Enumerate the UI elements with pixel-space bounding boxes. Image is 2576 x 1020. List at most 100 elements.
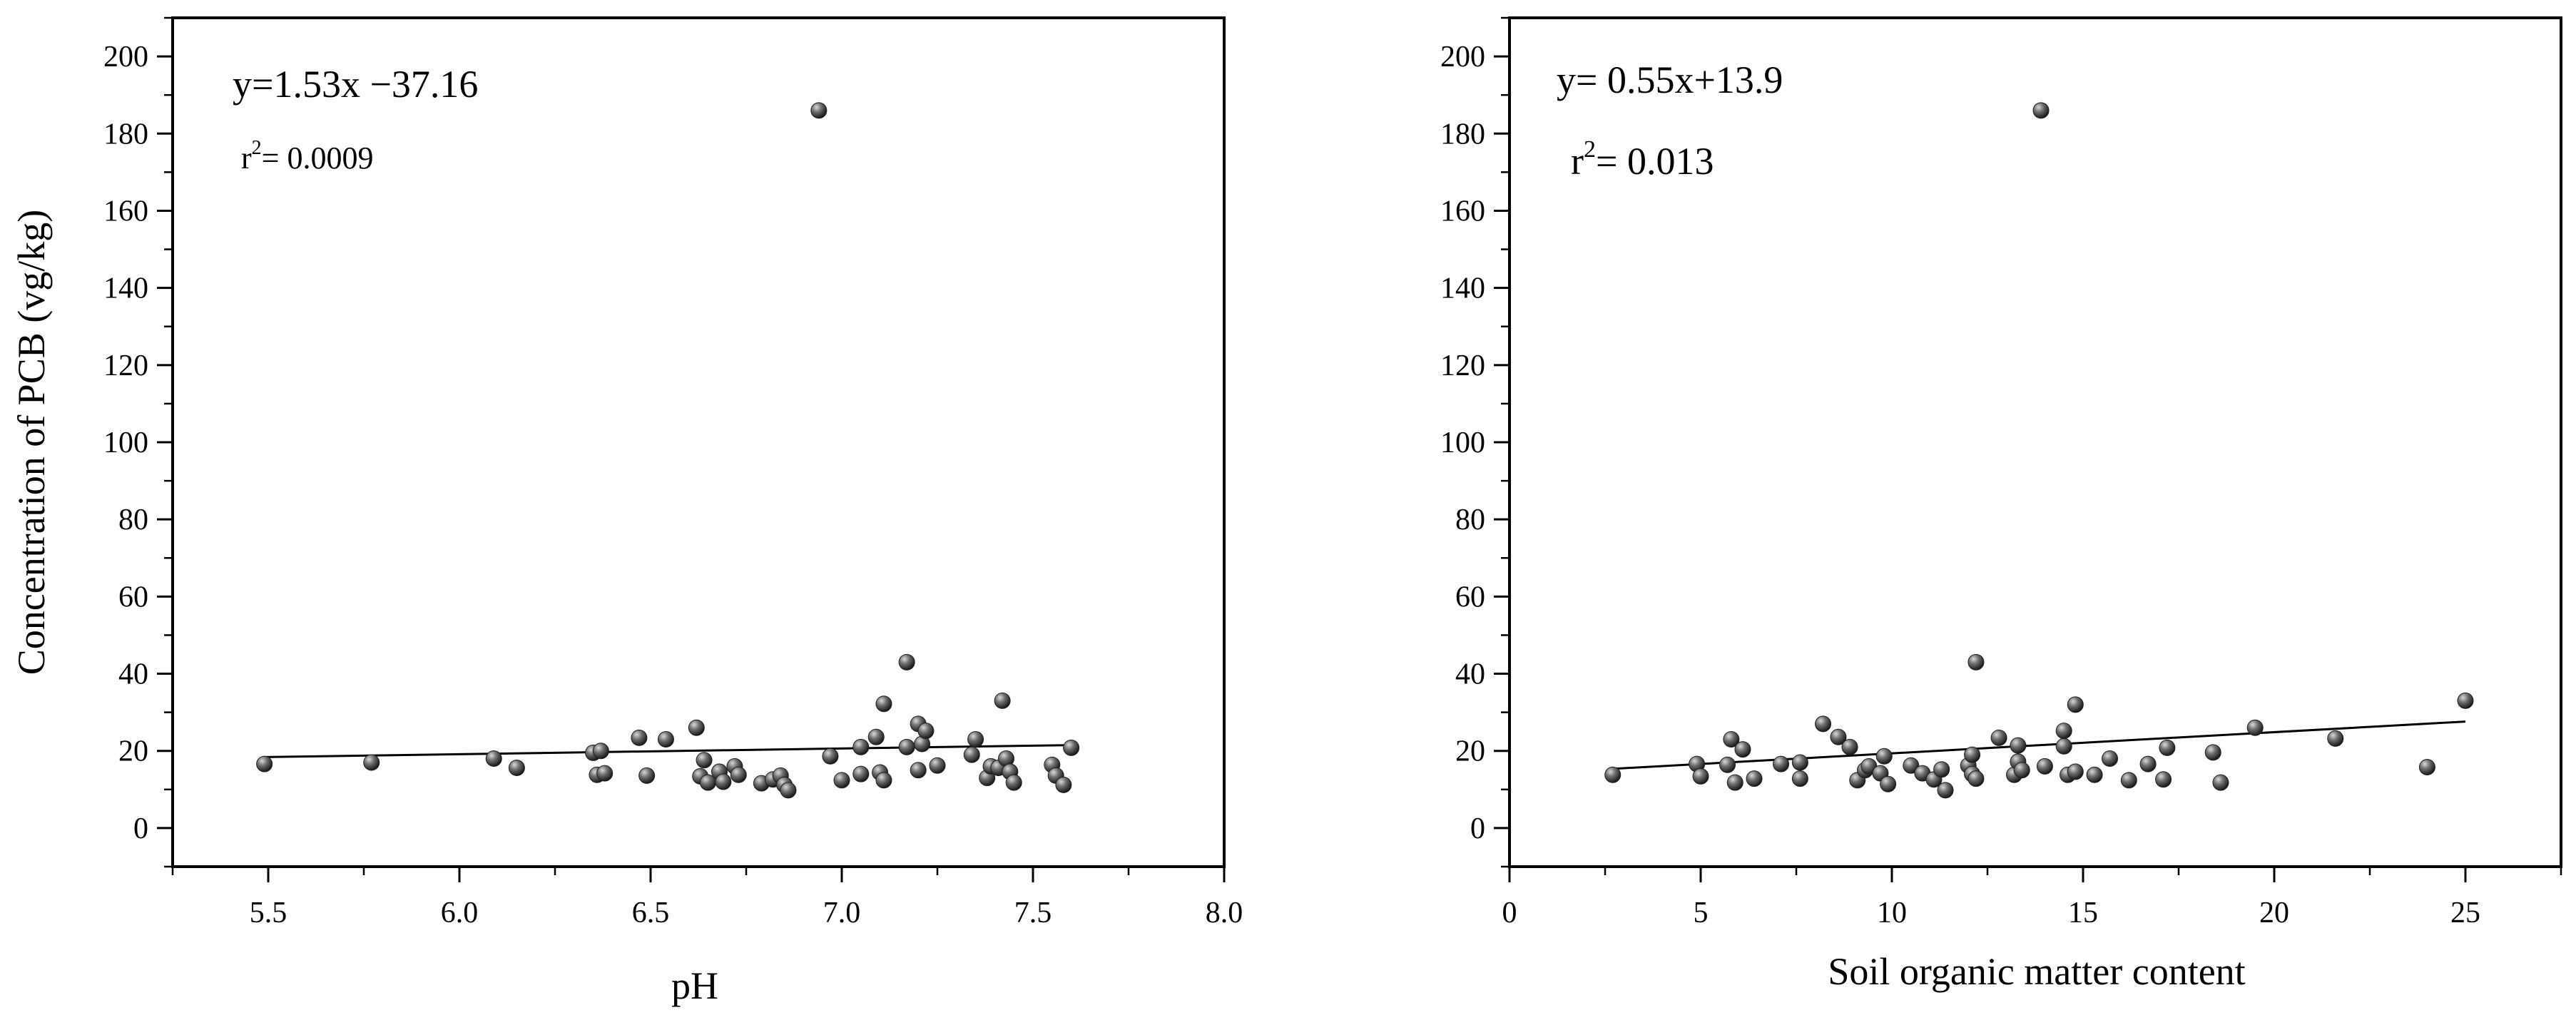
y-tick-label: 80: [118, 504, 148, 536]
data-point: [1746, 770, 1763, 787]
x-tick-label: 7.0: [823, 897, 861, 929]
data-point: [2457, 692, 2474, 709]
data-point: [852, 738, 870, 755]
data-point: [875, 695, 892, 713]
data-point: [1990, 729, 2007, 746]
data-point: [780, 782, 797, 799]
data-point: [2086, 766, 2103, 783]
data-point: [1063, 739, 1080, 756]
y-tick-label: 200: [103, 41, 148, 73]
data-point: [730, 766, 747, 783]
r-squared-annotation: r2= 0.0009: [241, 137, 373, 175]
x-tick-label: 0: [1502, 897, 1517, 929]
y-tick-label: 100: [1440, 427, 1485, 459]
data-point: [1734, 741, 1751, 758]
x-tick-label: 5.5: [250, 897, 287, 929]
data-point: [2102, 750, 2119, 767]
regression-equation: y= 0.55x+13.9: [1557, 58, 1783, 101]
data-point: [2246, 719, 2264, 736]
data-point: [1815, 715, 1832, 733]
data-point: [810, 102, 828, 119]
y-tick-label: 0: [1470, 812, 1485, 845]
y-tick-label: 60: [1455, 581, 1485, 613]
x-axis-title: pH: [671, 964, 718, 1007]
regression-line: [264, 744, 1071, 758]
data-point: [852, 765, 870, 782]
data-point: [363, 754, 380, 771]
y-tick-label: 140: [103, 272, 148, 305]
data-point: [508, 760, 525, 777]
data-point: [898, 653, 915, 670]
som-scatter-panel: 0 20 40 60 80 100 120 140 160 180 200 0 5 10 15 20 25 y…: [1440, 16, 2562, 993]
regression-equation: y=1.53x −37.16: [233, 63, 478, 106]
y-tick-label: 160: [1440, 195, 1485, 228]
x-tick-label: 7.5: [1014, 897, 1052, 929]
r2-prefix: r: [241, 141, 252, 175]
data-point: [2055, 738, 2072, 755]
data-point: [2067, 763, 2084, 780]
data-point: [2120, 772, 2137, 789]
y-tick-label: 0: [133, 812, 148, 845]
data-point: [2204, 744, 2221, 761]
data-point: [822, 748, 839, 765]
data-point: [875, 772, 892, 789]
data-point: [638, 767, 656, 784]
data-point: [1773, 755, 1790, 772]
y-tick-label: 160: [103, 195, 148, 228]
x-tick-label: 8.0: [1206, 897, 1243, 929]
y-tick-label: 80: [1455, 504, 1485, 536]
data-point: [1903, 757, 1920, 774]
data-point: [485, 750, 502, 767]
r2-superscript: 2: [252, 137, 262, 159]
r2-superscript: 2: [1584, 136, 1596, 163]
data-point: [631, 729, 648, 746]
data-point: [967, 731, 984, 748]
data-point: [696, 752, 713, 769]
data-point: [2155, 771, 2172, 788]
y-tick-label: 60: [118, 581, 148, 613]
data-points: [1604, 102, 2474, 799]
data-point: [1723, 731, 1740, 748]
data-point: [917, 723, 935, 740]
y-tick-label: 20: [1455, 735, 1485, 768]
data-point: [929, 757, 946, 774]
data-point: [657, 731, 674, 748]
x-axis: 0 5 10 15 20 25: [1502, 867, 2562, 929]
data-point: [1841, 738, 1858, 755]
regression-line: [1609, 720, 2466, 770]
data-point: [1933, 761, 1950, 778]
data-point: [2010, 737, 2027, 754]
data-point: [2139, 755, 2157, 772]
data-point: [1726, 774, 1743, 791]
data-point: [1830, 728, 1847, 745]
data-point: [2032, 102, 2050, 119]
data-point: [596, 765, 614, 782]
data-point: [2327, 730, 2344, 747]
data-point: [833, 772, 850, 789]
data-point: [2418, 758, 2435, 775]
data-point: [867, 728, 885, 745]
y-axis-title: Concentration of PCB (vg/kg): [10, 210, 53, 675]
r2-prefix: r: [1571, 140, 1584, 183]
data-point: [592, 743, 609, 760]
data-point: [1937, 782, 1954, 799]
data-point: [1005, 774, 1022, 791]
x-tick-label: 6.5: [632, 897, 670, 929]
data-point: [2159, 739, 2176, 756]
y-tick-label: 180: [103, 118, 148, 151]
data-point: [1791, 754, 1808, 771]
data-point: [1964, 746, 1981, 763]
x-tick-label: 5: [1694, 897, 1709, 929]
data-point: [963, 746, 980, 763]
data-point: [2055, 723, 2072, 740]
y-tick-label: 120: [1440, 350, 1485, 382]
data-point: [1604, 766, 1622, 783]
y-tick-label: 140: [1440, 272, 1485, 305]
y-tick-label: 200: [1440, 41, 1485, 73]
r-squared-annotation: r2= 0.013: [1571, 136, 1714, 183]
data-point: [1875, 748, 1893, 765]
y-tick-label: 40: [1455, 658, 1485, 691]
data-point: [1967, 770, 1985, 787]
y-axis: 0 20 40 60 80 100 120 140 160 180 200: [103, 16, 173, 868]
